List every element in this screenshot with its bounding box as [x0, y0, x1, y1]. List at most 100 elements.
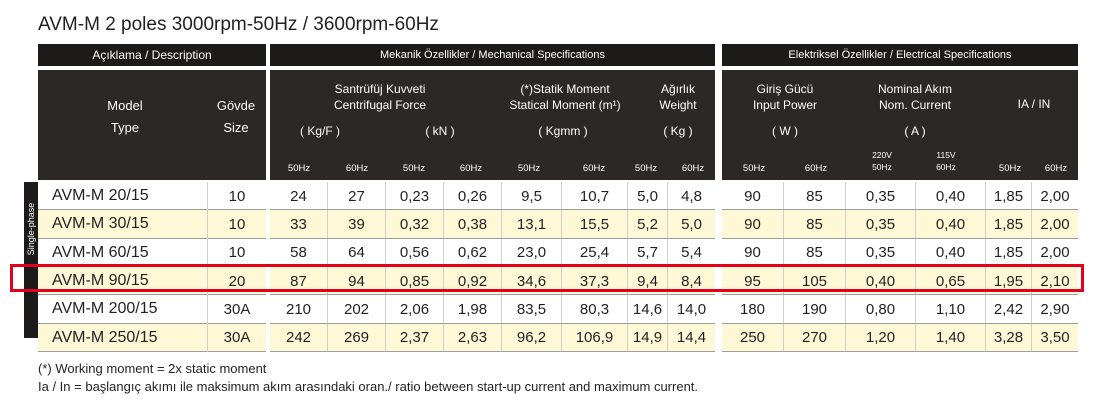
cell-moment-50: 34,6 [502, 266, 562, 296]
group-gap [266, 182, 270, 352]
header-centrifugal-en: Centrifugal Force [333, 98, 427, 112]
cell-weight-60: 5,0 [681, 215, 702, 233]
cell-moment-50: 23,0 [502, 238, 562, 267]
hz-cf-kgf-50: 50Hz [287, 163, 311, 174]
cell-ratio-50: 1,85 [986, 182, 1032, 211]
single-phase-label: Single-phase [26, 202, 36, 256]
cell-model: AVM-M 60/15 [38, 238, 208, 267]
cell-cf-kn-50: 0,85 [386, 266, 444, 296]
hz-cf-kn-50: 50Hz [402, 163, 426, 174]
cell-ratio-60: 2,00 [1040, 215, 1070, 233]
cell-moment-60: 25,4 [562, 238, 628, 267]
cell-ratio-60: 2,00 [1040, 187, 1070, 205]
row-shade [270, 210, 715, 239]
cell-moment-60: 80,3 [562, 295, 628, 324]
header-input-power-unit: ( W ) [772, 124, 798, 138]
cell-cf-kgf-50: 242 [270, 323, 328, 352]
cell-ratio-50: 1,95 [986, 266, 1032, 296]
cell-power-60: 190 [784, 295, 846, 324]
row-shade [270, 323, 715, 352]
row-shade [38, 210, 266, 239]
cell-cf-kgf-60: 27 [328, 182, 386, 211]
header-moment-tr: (*)Statik Moment [520, 82, 610, 96]
cell-ratio-60: 3,50 [1040, 329, 1070, 347]
hz-cf-kn-60: 60Hz [459, 163, 483, 174]
row-divider [270, 294, 715, 296]
row-divider [38, 237, 266, 239]
cell-ratio-60: 2,00 [1040, 244, 1070, 262]
cell-cf-kgf-60: 269 [328, 323, 386, 352]
header-panel-electrical [722, 70, 1078, 180]
header-input-power-tr: Giriş Gücü [756, 82, 814, 96]
cell-weight-60: 14,4 [676, 329, 707, 347]
cell-cf-kgf-60: 202 [328, 295, 386, 324]
cell-cf-kgf-60: 39 [328, 210, 386, 239]
cell-current-220v: 0,40 [846, 266, 916, 296]
row-divider [722, 322, 1078, 324]
cell-cf-kn-60: 0,38 [444, 210, 502, 239]
cell-cf-kgf-50: 87 [270, 266, 328, 296]
header-panel-mechanical [270, 70, 715, 180]
cell-weight-50: 9,4 [628, 266, 668, 296]
header-input-power-en: Input Power [752, 98, 818, 112]
cell-power-60: 85 [784, 182, 846, 211]
header-mechanical: Mekanik Özellikler / Mechanical Specific… [270, 44, 715, 66]
hz-ratio-50: 50Hz [998, 163, 1022, 174]
row-divider [38, 294, 266, 296]
hz-moment-60: 60Hz [582, 163, 606, 174]
cell-moment-60: 15,5 [562, 210, 628, 239]
cell-ratio-60: 2,90 [1040, 300, 1070, 318]
highlighted-row-frame [10, 264, 1084, 292]
cell-model: AVM-M 30/15 [38, 210, 208, 239]
header-nominal-current-tr: Nominal Akım [877, 82, 953, 96]
row-divider [38, 322, 266, 324]
header-model: Model [107, 98, 143, 113]
header-type: Type [110, 120, 140, 135]
cell-cf-kgf-50: 210 [270, 295, 328, 324]
header-nominal-current-unit: ( A ) [904, 124, 926, 138]
cell-cf-kn-60: 0,62 [444, 238, 502, 267]
cell-power-50: 180 [722, 295, 784, 324]
cell-ratio-50: 3,28 [986, 323, 1032, 352]
header-electrical: Elektriksel Özellikler / Electrical Spec… [722, 44, 1078, 66]
cell-current-220v: 1,20 [846, 323, 916, 352]
row-divider [722, 294, 1078, 296]
row-divider [722, 350, 1078, 352]
cell-cf-kn-50: 0,23 [386, 182, 444, 211]
cell-current-220v: 0,35 [846, 238, 916, 267]
footnote-working-moment: (*) Working moment = 2x static moment [38, 361, 267, 376]
row-divider [270, 350, 715, 352]
cell-size: 10 [228, 187, 246, 205]
cell-power-50: 90 [722, 238, 784, 267]
cell-size: 30A [223, 329, 251, 347]
header-centrifugal-tr: Santrüfüj Kuvveti [334, 82, 426, 96]
cell-weight-60: 14,0 [676, 300, 707, 318]
cell-weight-50: 5,2 [628, 210, 668, 239]
cell-moment-60: 10,7 [562, 182, 628, 211]
cell-cf-kgf-50: 58 [270, 238, 328, 267]
cell-current-115v: 0,40 [916, 238, 986, 267]
model-size-divider [207, 182, 208, 352]
header-size: Size [223, 120, 249, 135]
row-divider [38, 209, 266, 211]
cell-power-60: 85 [784, 238, 846, 267]
header-description: Açıklama / Description [38, 44, 266, 66]
header-cf-unit-kgf: ( Kg/F ) [299, 124, 340, 138]
cell-cf-kn-50: 2,06 [386, 295, 444, 324]
hz-cf-kgf-60: 60Hz [345, 163, 369, 174]
header-moment-unit: ( Kgmm ) [538, 124, 588, 138]
cell-model: AVM-M 200/15 [38, 295, 208, 324]
cell-weight-60: 8,4 [681, 272, 702, 290]
cell-ratio-50: 1,85 [986, 210, 1032, 239]
hz-power-60: 60Hz [804, 163, 828, 174]
volt-115-hz: 60Hz [936, 162, 956, 172]
cell-current-220v: 0,80 [846, 295, 916, 324]
hz-moment-50: 50Hz [517, 163, 541, 174]
cell-weight-60: 4,8 [681, 187, 702, 205]
row-divider [38, 350, 266, 352]
single-phase-sidebar: Single-phase [24, 182, 38, 338]
cell-cf-kn-60: 0,26 [444, 182, 502, 211]
cell-current-220v: 0,35 [846, 182, 916, 211]
cell-current-115v: 0,40 [916, 182, 986, 211]
cell-model: AVM-M 250/15 [38, 323, 208, 352]
